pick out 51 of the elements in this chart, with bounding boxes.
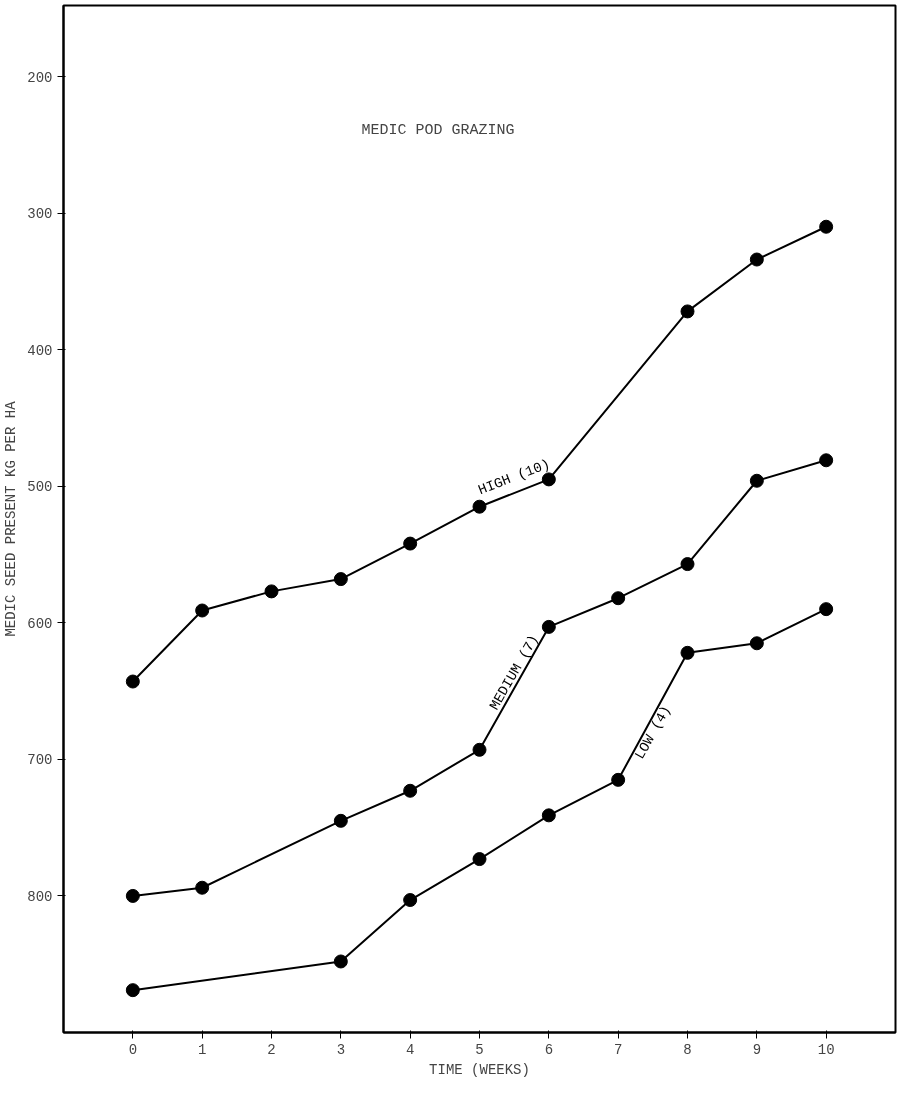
x-tick-label: 6 <box>544 1041 554 1058</box>
x-tick-label: 3 <box>336 1041 346 1058</box>
x-tick-label: 10 <box>817 1041 835 1058</box>
point <box>125 674 140 689</box>
x-tick-label: 7 <box>613 1041 623 1058</box>
text: LOW (4) <box>631 702 675 762</box>
text: MEDIC POD GRAZING <box>361 122 515 140</box>
point <box>125 983 140 998</box>
x-tick-label: 4 <box>405 1041 415 1058</box>
point <box>472 742 487 757</box>
point <box>819 453 834 468</box>
y-tick-label: 300 <box>27 206 53 223</box>
point <box>541 619 556 634</box>
point <box>749 252 764 267</box>
point <box>264 584 279 599</box>
point <box>541 808 556 823</box>
point <box>403 783 418 798</box>
x-tick-label: 5 <box>475 1041 484 1058</box>
point <box>403 536 418 551</box>
point <box>819 219 834 234</box>
y-tick-label: 500 <box>27 479 53 496</box>
point <box>611 591 626 606</box>
point <box>333 813 348 828</box>
y-tick-label: 700 <box>27 752 53 769</box>
y-tick-label: 200 <box>27 69 53 86</box>
point <box>680 645 695 660</box>
y-tick-label: 800 <box>27 888 53 905</box>
x-axis-title: TIME (WEEKS) <box>429 1061 530 1078</box>
y-tick-label: 600 <box>27 615 53 632</box>
point <box>680 304 695 319</box>
point <box>333 954 348 969</box>
point <box>472 499 487 514</box>
x-tick-label: 1 <box>197 1041 207 1058</box>
point <box>749 473 764 488</box>
y-axis-title: MEDIC SEED PRESENT KG PER HA <box>3 400 20 637</box>
point <box>749 636 764 651</box>
x-tick-label: 0 <box>128 1041 138 1058</box>
point <box>333 572 348 587</box>
text: HIGH (10) <box>476 455 553 499</box>
point <box>195 880 210 895</box>
y-tick-label: 400 <box>27 342 53 359</box>
x-tick-label: 8 <box>683 1041 692 1058</box>
point <box>819 602 834 617</box>
point <box>680 557 695 572</box>
x-tick-label: 9 <box>752 1041 762 1058</box>
point <box>403 893 418 908</box>
point <box>472 852 487 867</box>
point <box>125 888 140 903</box>
point <box>195 603 210 618</box>
point <box>611 772 626 787</box>
x-tick-label: 2 <box>267 1041 276 1058</box>
